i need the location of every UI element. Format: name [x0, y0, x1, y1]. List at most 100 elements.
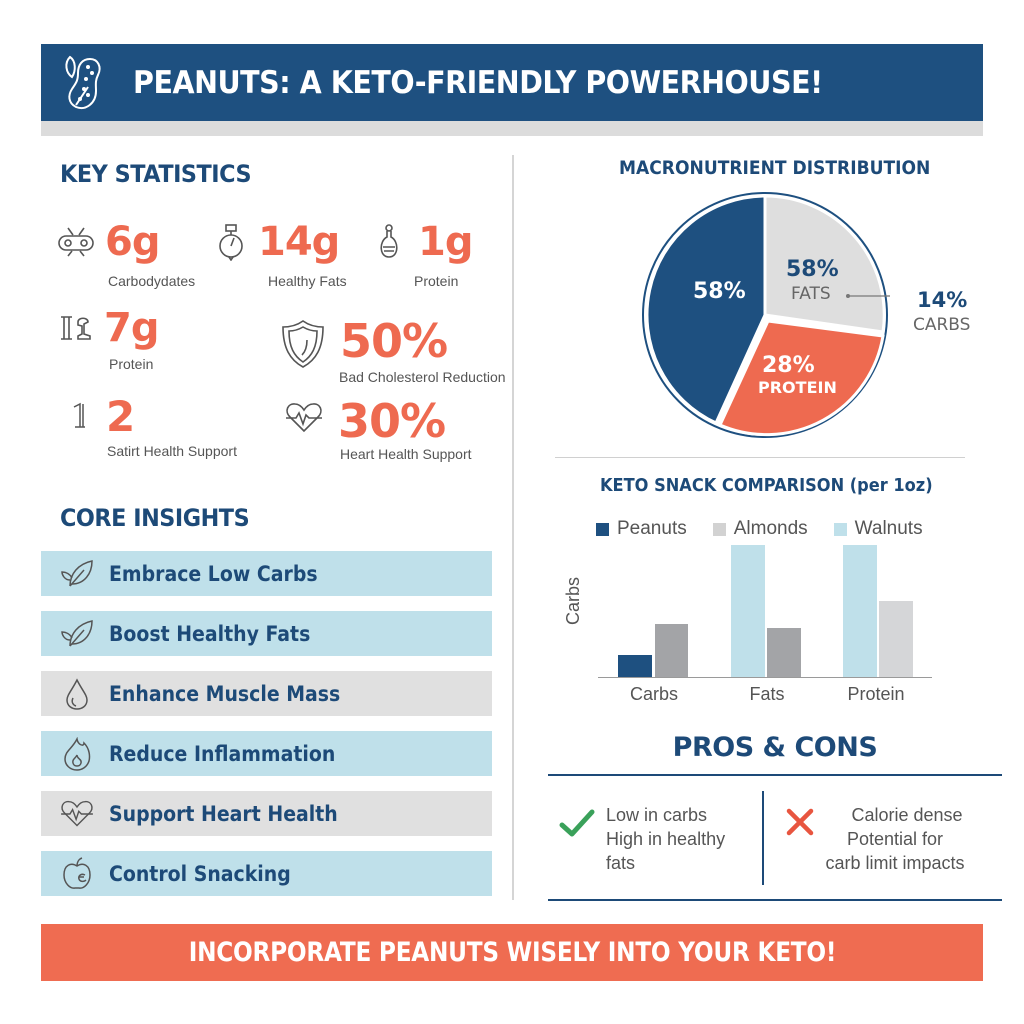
- number-one-icon: [64, 396, 94, 436]
- insight-item: Support Heart Health: [41, 791, 492, 836]
- stat-healthy-fats: 14g: [208, 219, 340, 265]
- insight-item: Reduce Inflammation: [41, 731, 492, 776]
- x-tick-label: Carbs: [629, 684, 678, 704]
- legend-item-almonds: Almonds: [712, 518, 808, 540]
- stat-label: Protein: [109, 356, 154, 372]
- peanut-icon: [55, 48, 115, 118]
- bar-protein-almonds: [879, 601, 913, 677]
- pros-cons-divider: [762, 791, 764, 885]
- x-mark-icon: [784, 806, 816, 843]
- pros-list: Low in carbs High in healthy fats: [606, 803, 725, 875]
- stat-satiety: 2: [64, 392, 135, 441]
- pie-label-protein-pct: 28%: [762, 353, 815, 378]
- stat-value: 30%: [338, 394, 446, 448]
- bar-chart-legend: Peanuts Almonds Walnuts: [596, 518, 949, 540]
- bar-chart-title: KETO SNACK COMPARISON (per 1oz): [600, 475, 933, 496]
- pros-cons-top-rule: [548, 774, 1002, 776]
- insight-label: Enhance Muscle Mass: [109, 681, 341, 706]
- con-item: Calorie dense: [851, 805, 963, 825]
- stopwatch-icon: [208, 222, 254, 262]
- bar-carbs-almonds: [655, 624, 688, 677]
- water-drop-icon: [57, 677, 97, 711]
- leaf-icon: [57, 617, 97, 651]
- stat-value: 7g: [104, 305, 159, 351]
- dumbbell-icon: [56, 308, 96, 348]
- stat-heart-health: 30%: [282, 394, 446, 448]
- pie-chart-title: MACRONUTRIENT DISTRIBUTION: [619, 157, 931, 179]
- stat-label-wrap: Heart Health Support: [340, 446, 472, 462]
- legend-label: Almonds: [733, 518, 808, 539]
- stat-value: 2: [106, 392, 135, 441]
- insight-label: Control Snacking: [109, 861, 291, 886]
- stat-value: 50%: [340, 314, 448, 368]
- pros-cons-bottom-rule: [548, 899, 1002, 901]
- stat-carbohydrates: 6g: [53, 219, 160, 265]
- heartbeat-icon: [57, 797, 97, 831]
- legend-swatch: [712, 522, 726, 536]
- bar-fats-almonds: [767, 628, 801, 677]
- pro-item: High in healthy: [606, 829, 726, 849]
- robot-face-icon: [53, 222, 99, 262]
- x-axis: [598, 677, 932, 678]
- insight-item: Boost Healthy Fats: [41, 611, 492, 656]
- column-divider: [512, 155, 514, 900]
- heartbeat-icon: [282, 398, 326, 438]
- flask-icon: [366, 222, 412, 262]
- page-title: PEANUTS: A KETO-FRIENDLY POWERHOUSE!: [133, 64, 823, 101]
- macronutrient-pie-chart: [642, 192, 890, 438]
- legend-label: Peanuts: [617, 518, 687, 539]
- stat-value: 6g: [105, 219, 160, 265]
- pie-label-fats: FATS: [791, 284, 831, 304]
- stat-label-wrap: Satirt Health Support: [107, 443, 237, 459]
- insight-label: Reduce Inflammation: [109, 741, 336, 766]
- stat-protein-7g: 7g: [56, 305, 159, 351]
- insight-item: Control Snacking: [41, 851, 492, 896]
- stat-label-wrap: Bad Cholesterol Reduction: [339, 369, 506, 385]
- bar-carbs-peanuts: [618, 655, 652, 677]
- key-statistics-title: KEY STATISTICS: [60, 160, 252, 188]
- pro-item: Low in carbs: [606, 805, 708, 825]
- title-banner: PEANUTS: A KETO-FRIENDLY POWERHOUSE!: [41, 44, 983, 121]
- leaf-icon: [57, 557, 97, 591]
- stat-label: Heart Health Support: [340, 446, 472, 462]
- stat-value: 14g: [258, 219, 340, 265]
- apple-icon: [57, 856, 97, 891]
- legend-swatch: [833, 522, 847, 536]
- legend-swatch: [596, 522, 609, 536]
- checkmark-icon: [558, 808, 596, 843]
- pie-callout-carbs: CARBS: [913, 315, 971, 335]
- stat-value: 1g: [418, 219, 473, 265]
- pie-label-navy: 58%: [693, 279, 746, 304]
- x-tick-label: Protein: [847, 684, 905, 704]
- stat-label: Satirt Health Support: [107, 443, 237, 459]
- stat-label-wrap: Protein: [414, 273, 458, 289]
- x-tick-label: Fats: [749, 684, 785, 704]
- stat-label-wrap: Carbodydates: [108, 273, 195, 289]
- y-axis-label: Carbs: [563, 576, 583, 625]
- stat-label-wrap: Protein: [109, 356, 153, 372]
- stat-protein-1g: 1g: [366, 219, 473, 265]
- pro-item: fats: [606, 853, 636, 873]
- pros-cons-title: PROS & CONS: [672, 732, 878, 763]
- stat-cholesterol: 50%: [278, 314, 448, 370]
- con-item: carb limit impacts: [825, 853, 965, 873]
- insight-item: Enhance Muscle Mass: [41, 671, 492, 716]
- bar-protein-walnuts: [843, 545, 877, 677]
- legend-label: Walnuts: [854, 518, 923, 539]
- insight-label: Embrace Low Carbs: [109, 561, 318, 586]
- bar-fats-walnuts: [731, 545, 765, 677]
- section-divider: [555, 457, 965, 458]
- footer-banner: INCORPORATE PEANUTS WISELY INTO YOUR KET…: [41, 924, 983, 981]
- title-underline: [41, 121, 983, 136]
- pie-label-fats-pct: 58%: [786, 257, 839, 282]
- pie-callout-carbs-pct: 14%: [917, 288, 968, 312]
- legend-item-peanuts: Peanuts: [596, 518, 687, 540]
- cons-list: Calorie dense Potential for carb limit i…: [800, 803, 990, 875]
- stat-label: Carbodydates: [108, 273, 196, 289]
- con-item: Potential for: [846, 829, 944, 849]
- insight-label: Boost Healthy Fats: [109, 621, 311, 646]
- insight-label: Support Heart Health: [109, 801, 338, 826]
- core-insights-title: CORE INSIGHTS: [60, 504, 250, 532]
- flame-icon: [57, 736, 97, 771]
- pie-label-protein: PROTEIN: [758, 378, 837, 397]
